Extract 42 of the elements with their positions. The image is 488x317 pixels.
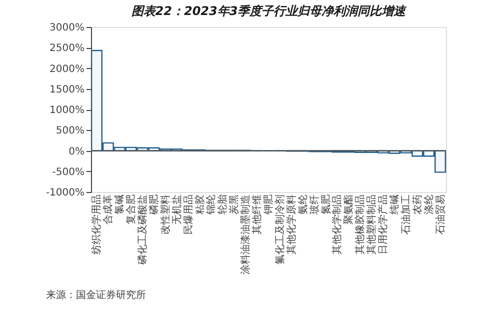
x-tick-label: 纯碱 xyxy=(388,194,400,214)
x-tick-label: 其他纤维 xyxy=(251,194,264,234)
x-tick-label: 炭黑 xyxy=(228,194,240,214)
x-tick-label: 钾肥 xyxy=(264,194,274,216)
x-tick-label: 玻纤 xyxy=(308,194,320,214)
y-tick-label: 2000% xyxy=(50,64,84,75)
x-tick-label: 其他塑料制品 xyxy=(366,194,378,254)
y-tick-label: 0% xyxy=(68,146,84,158)
x-tick-label: 民爆用品 xyxy=(182,194,194,234)
x-tick-label: 其他化学原料 xyxy=(285,194,298,254)
chart-title: 图表22：2023年3季度子行业归母净利润同比增速 xyxy=(131,4,408,18)
x-tick-label: 其他化学制品 xyxy=(331,194,344,254)
y-tick-label: 1500% xyxy=(50,84,84,96)
x-tick-label: 氨纶 xyxy=(296,194,309,214)
x-tick-label: 锦纶 xyxy=(205,194,218,216)
x-tick-label: 涂料油漆油墨制造 xyxy=(240,194,252,274)
x-tick-label: 日用化学产品 xyxy=(377,194,390,254)
x-tick-label: 农药 xyxy=(411,194,424,214)
x-tick-label: 氟化工及制冷剂 xyxy=(274,194,286,264)
y-tick-label: 1000% xyxy=(50,105,84,116)
x-tick-label: 粘胶 xyxy=(194,194,206,214)
source-note: 来源：国金证券研究所 xyxy=(46,289,146,301)
x-tick-label: 氮肥 xyxy=(320,194,332,214)
x-tick-label: 改性塑料 xyxy=(159,194,172,234)
x-tick-label: 无机盐 xyxy=(170,194,183,224)
y-tick-label: -1000% xyxy=(46,188,84,198)
x-tick-label: 磷肥 xyxy=(148,194,160,216)
x-tick-label: 轮胎 xyxy=(216,194,229,214)
y-tick-label: -500% xyxy=(52,166,84,178)
x-tick-label: 磷化工及磷酸盐 xyxy=(136,194,149,266)
x-tick-label: 石油贸易 xyxy=(434,194,446,234)
x-tick-label: 合成革 xyxy=(102,194,114,224)
y-tick-label: 500% xyxy=(56,126,84,137)
x-tick-label: 纺织化学用品 xyxy=(90,194,103,254)
x-tick-label: 其他橡胶制品 xyxy=(354,194,366,254)
x-tick-label: 石油加工 xyxy=(400,194,412,234)
y-tick-label: 2500% xyxy=(50,43,84,54)
x-tick-label: 涤纶 xyxy=(422,194,435,214)
x-tick-label: 氯碱 xyxy=(114,194,126,214)
y-tick-label: 3000% xyxy=(50,22,84,34)
x-tick-label: 聚氨酯 xyxy=(342,194,355,224)
x-tick-label: 复合肥 xyxy=(125,194,138,224)
